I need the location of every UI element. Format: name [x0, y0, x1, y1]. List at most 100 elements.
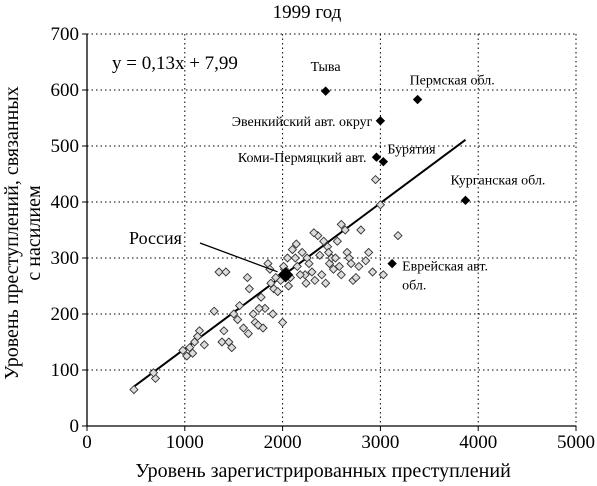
russia-arrow	[199, 242, 278, 273]
y-axis-title: с насилием	[23, 185, 45, 281]
data-point	[375, 200, 386, 210]
data-point	[283, 281, 294, 291]
point-label: Бурятия	[387, 143, 436, 158]
point-label: Пермская обл.	[410, 74, 495, 89]
trend-equation: y = 0,13x + 7,99	[112, 53, 238, 74]
data-point	[254, 303, 264, 314]
x-tick-label: 4000	[459, 432, 497, 453]
data-point	[221, 267, 231, 277]
data-point	[214, 267, 224, 277]
data-points	[129, 86, 471, 395]
data-point	[244, 284, 254, 294]
y-tick-label: 700	[51, 24, 80, 45]
point-label: Коми-Пермяцкий авт.	[238, 151, 367, 166]
data-point	[297, 247, 307, 258]
point-label: Эвенкийский авт. округ	[232, 115, 373, 130]
data-point	[185, 342, 195, 353]
data-point	[323, 247, 334, 258]
point-label: Курганская обл.	[450, 173, 545, 188]
data-point	[273, 286, 283, 297]
data-point	[319, 236, 329, 246]
data-point	[238, 323, 249, 333]
data-point	[258, 323, 268, 333]
x-tick-label: 0	[82, 432, 92, 453]
highlighted-point	[460, 195, 471, 206]
russia-label: Россия	[129, 228, 182, 248]
point-label: Еврейская авт. обл.	[402, 260, 488, 294]
data-point	[351, 272, 361, 283]
data-point	[129, 384, 139, 395]
data-point	[304, 258, 314, 269]
data-point	[346, 258, 356, 269]
highlighted-point	[375, 116, 386, 126]
highlighted-point	[371, 152, 382, 162]
data-point	[317, 270, 327, 280]
data-point	[290, 253, 300, 263]
data-point	[334, 261, 344, 272]
annotations: Тыва Пермская обл. Эвенкийский авт. округ К…	[129, 60, 545, 293]
data-point	[292, 261, 302, 272]
data-point	[234, 300, 245, 311]
y-tick-label: 100	[51, 360, 80, 381]
data-point	[248, 309, 258, 319]
data-point	[354, 261, 364, 272]
x-tick-label: 5000	[557, 432, 595, 453]
data-point	[256, 292, 266, 302]
data-point	[209, 306, 219, 316]
data-point	[301, 278, 311, 288]
data-point	[199, 340, 209, 350]
y-tick-label: 500	[51, 136, 80, 157]
data-point	[332, 236, 343, 246]
axes: 0 1000 2000 3000 4000 5000 0 100 200 300 400 500 600…	[51, 24, 596, 453]
y-axis-title: Уровень преступлений, связанных	[1, 86, 23, 379]
data-point	[328, 264, 339, 274]
data-point	[227, 342, 237, 353]
data-point	[182, 351, 192, 361]
data-point	[243, 328, 254, 339]
y-tick-label: 200	[51, 304, 80, 325]
data-point	[364, 247, 374, 258]
data-point	[282, 253, 293, 263]
data-point	[315, 250, 325, 260]
data-point	[148, 368, 159, 378]
data-point	[330, 253, 341, 263]
data-point	[309, 228, 319, 238]
data-point	[367, 267, 378, 277]
highlighted-point	[412, 94, 423, 105]
data-point	[378, 270, 388, 280]
data-point	[356, 225, 366, 235]
data-point	[287, 244, 298, 255]
y-tick-label: 300	[51, 248, 80, 269]
y-tick-label: 400	[51, 192, 80, 213]
x-tick-label: 2000	[264, 432, 302, 453]
data-point	[217, 337, 227, 347]
data-point	[192, 331, 203, 342]
x-tick-label: 1000	[166, 432, 204, 453]
data-point	[229, 309, 239, 319]
data-point	[340, 225, 350, 235]
data-point	[320, 278, 331, 288]
highlighted-point	[387, 258, 397, 269]
data-point	[295, 270, 305, 280]
data-point	[310, 275, 320, 286]
data-point	[268, 309, 278, 319]
data-point	[178, 345, 188, 356]
x-tick-label: 3000	[361, 432, 399, 453]
point-label: Тыва	[311, 60, 342, 75]
chart-title: 1999 год	[273, 2, 342, 23]
chart-text: 1999 год y = 0,13x + 7,99 Уровень зарегист…	[1, 2, 511, 482]
russia-point	[277, 267, 294, 283]
data-point	[361, 256, 371, 266]
data-point	[336, 219, 346, 230]
data-point	[336, 270, 346, 280]
highlighted-point	[320, 86, 331, 96]
data-point	[277, 317, 288, 328]
x-axis-title: Уровень зарегистрированных преступлений	[135, 460, 511, 482]
data-point	[393, 230, 403, 241]
data-point	[307, 267, 317, 277]
data-point	[219, 326, 229, 336]
data-point	[291, 239, 301, 249]
data-point	[242, 272, 253, 283]
highlighted-point	[378, 156, 389, 167]
